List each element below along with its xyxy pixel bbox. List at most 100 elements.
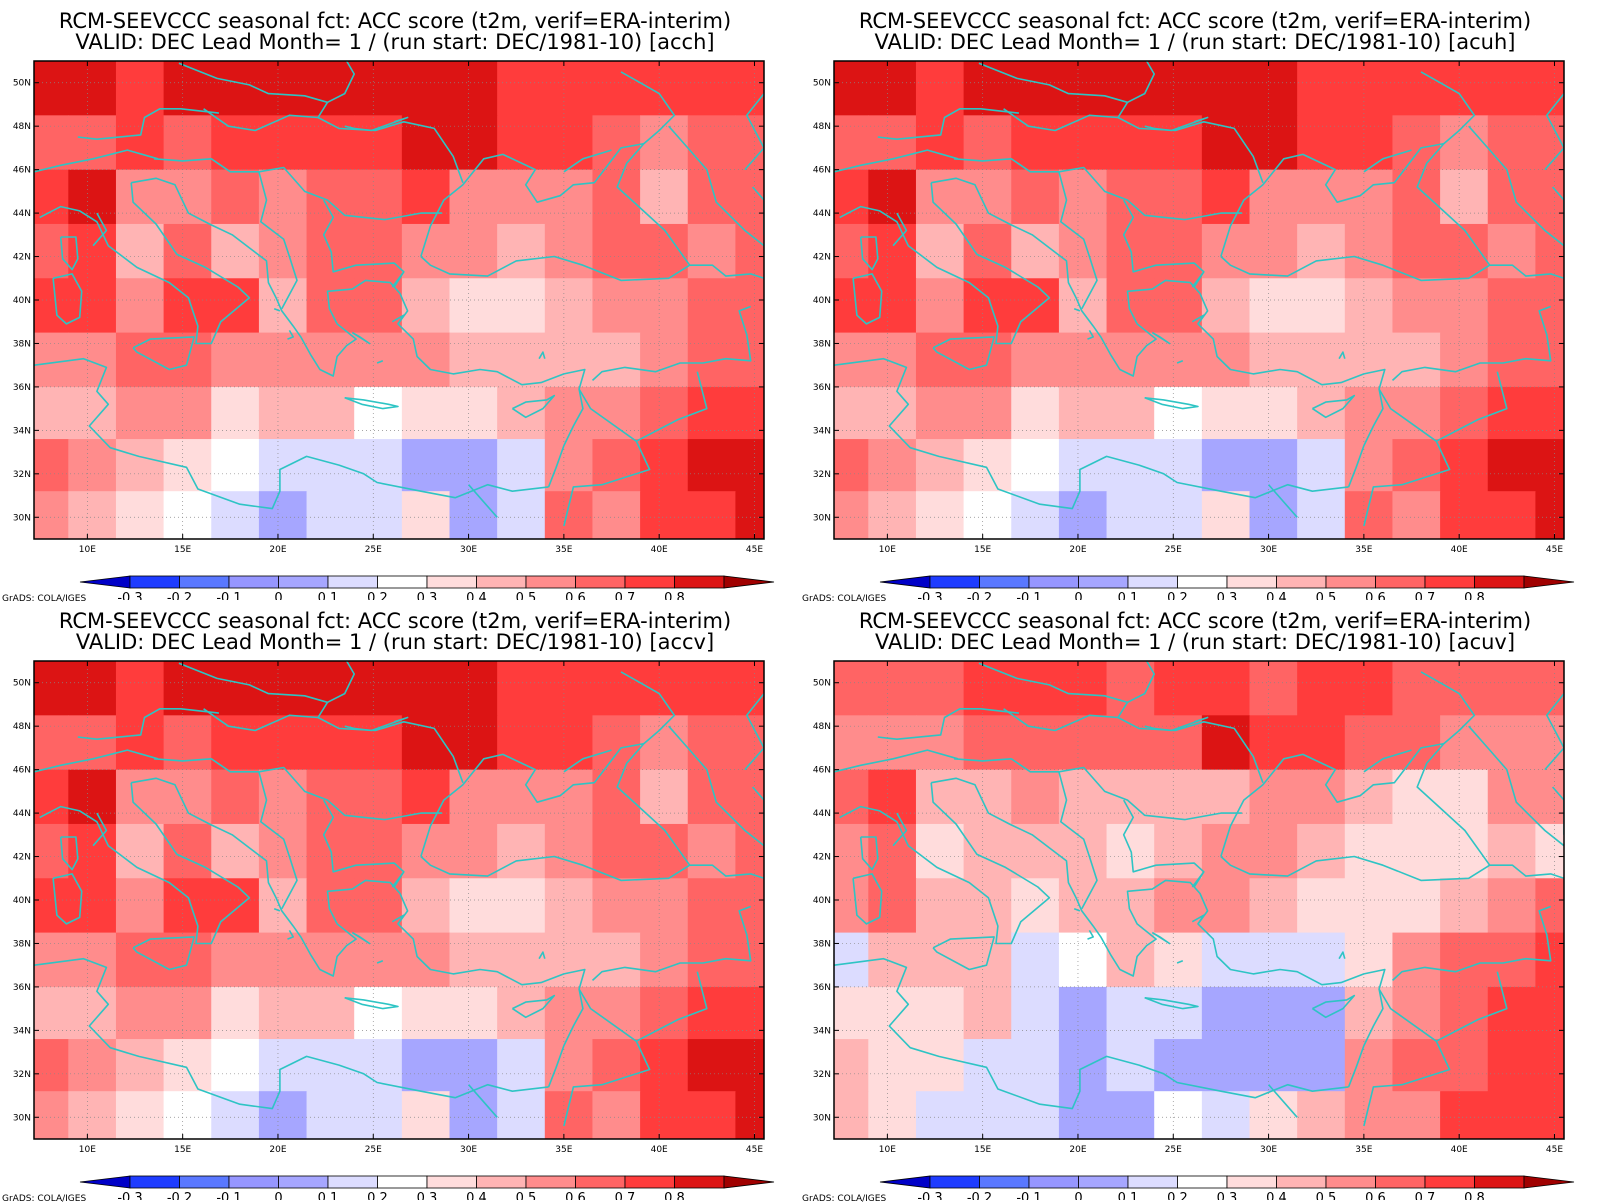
- y-tick-label: 42N: [13, 853, 31, 863]
- coastline: [376, 960, 384, 964]
- grid-cell: [868, 661, 917, 716]
- grid-cell: [1392, 491, 1441, 539]
- colorbar-label: 0.7: [615, 1191, 636, 1200]
- x-tick-label: 40E: [651, 1145, 668, 1155]
- colorbar-label: 0.2: [367, 1191, 388, 1200]
- coastline: [1489, 864, 1564, 880]
- grid-cell: [68, 169, 117, 225]
- grid-cell: [1487, 491, 1537, 539]
- colorbar-label: 0.5: [516, 591, 537, 600]
- colorbar-segment: [1474, 575, 1525, 589]
- grid-cell: [306, 1039, 355, 1092]
- grid-cell: [687, 932, 737, 988]
- grid-cell: [34, 223, 69, 279]
- grads-credit: GrADS: COLA/IGES: [802, 1194, 887, 1204]
- map-title-line1: RCM-SEEVCCC seasonal fct: ACC score (t2m…: [858, 609, 1532, 633]
- coastline: [1468, 125, 1564, 247]
- colorbar-segment: [476, 575, 527, 589]
- colorbar-label: 0.4: [1266, 1191, 1287, 1200]
- coastline: [1191, 914, 1205, 925]
- coastline: [1363, 988, 1451, 1127]
- y-tick-label: 34N: [13, 1026, 31, 1036]
- grid-cell: [1201, 115, 1251, 171]
- coastline: [1073, 907, 1081, 912]
- grid-cell: [1487, 332, 1537, 388]
- colorbar-label: -0.2: [167, 1191, 192, 1200]
- coastline: [1544, 93, 1564, 171]
- colorbar-label: 0.5: [1316, 1191, 1337, 1200]
- grid-cell: [735, 823, 764, 879]
- grid-cell: [1344, 1091, 1394, 1139]
- grid-cell: [1058, 332, 1108, 388]
- grid-cell: [915, 1091, 965, 1139]
- grid-cell: [34, 439, 69, 492]
- grid-cell: [1487, 115, 1537, 171]
- coastline: [1551, 786, 1564, 835]
- grid-cell: [1154, 491, 1203, 539]
- grid-cell: [544, 932, 594, 988]
- coastlines: [834, 61, 1564, 527]
- grid-cell: [1106, 986, 1155, 1040]
- grid-cell: [1058, 1091, 1108, 1139]
- y-tick-label: 40N: [13, 296, 31, 306]
- colorbar-label: 0.1: [318, 591, 339, 600]
- y-tick-label: 42N: [13, 253, 31, 263]
- grid-cell: [868, 439, 917, 492]
- grid-cell: [640, 61, 689, 116]
- coastline: [620, 671, 676, 745]
- y-tick-label: 50N: [13, 79, 31, 89]
- coastline: [1420, 671, 1476, 745]
- grid-cell: [834, 661, 869, 716]
- map-title-line1: RCM-SEEVCCC seasonal fct: ACC score (t2m…: [58, 609, 732, 633]
- grid-cell: [449, 386, 498, 440]
- colorbar-segment: [327, 1175, 378, 1189]
- x-tick-label: 35E: [555, 1145, 572, 1155]
- coastline: [877, 708, 1019, 740]
- grid-cell: [306, 491, 355, 539]
- grid-cell: [497, 715, 546, 771]
- coastline: [839, 182, 1051, 345]
- grid-cell: [544, 986, 594, 1040]
- x-tick-label: 25E: [365, 545, 382, 555]
- grid-cell: [915, 986, 965, 1040]
- grid-cell: [1201, 61, 1251, 116]
- grid-cell: [1249, 169, 1298, 225]
- grid-cell: [211, 769, 260, 825]
- grid-cell: [1011, 661, 1060, 716]
- colorbar-label: 0.7: [1415, 591, 1436, 600]
- grads-credit: GrADS: COLA/IGES: [2, 594, 87, 604]
- grid-cell: [1011, 1091, 1060, 1139]
- grid-cell: [449, 491, 498, 539]
- colorbar-label: 0.5: [516, 1191, 537, 1200]
- grid-cell: [544, 115, 594, 171]
- coastline: [1191, 871, 1205, 888]
- grid-cell: [963, 439, 1012, 492]
- grid-cell: [735, 715, 764, 771]
- grid-cell: [1392, 61, 1441, 116]
- grid-cell: [1058, 823, 1108, 879]
- colorbar-segment: [624, 1175, 675, 1189]
- grid-cell: [1535, 439, 1564, 492]
- coastline: [1144, 997, 1199, 1010]
- grid-cell: [401, 661, 451, 716]
- grid-cell: [1487, 223, 1537, 279]
- x-tick-label: 40E: [1451, 1145, 1468, 1155]
- grid-cell: [68, 223, 117, 279]
- coastline: [511, 394, 556, 419]
- colorbar-label: 0: [1074, 591, 1082, 600]
- coastline: [834, 357, 1349, 510]
- grid-cell: [963, 491, 1012, 539]
- colorbar-label: -0.2: [967, 1191, 992, 1200]
- grid-cell: [1201, 386, 1251, 440]
- colorbar-label: 0.4: [466, 591, 487, 600]
- coastline: [1191, 271, 1205, 288]
- colorbar-label: 0.7: [615, 591, 636, 600]
- grid-cell: [68, 986, 117, 1040]
- grid-cell: [115, 386, 165, 440]
- grid-cell: [834, 1039, 869, 1092]
- grid-cell: [687, 661, 737, 716]
- grid-cell: [449, 278, 498, 334]
- grid-cell: [735, 223, 764, 279]
- coastline: [391, 314, 405, 325]
- grid-cell: [258, 386, 308, 440]
